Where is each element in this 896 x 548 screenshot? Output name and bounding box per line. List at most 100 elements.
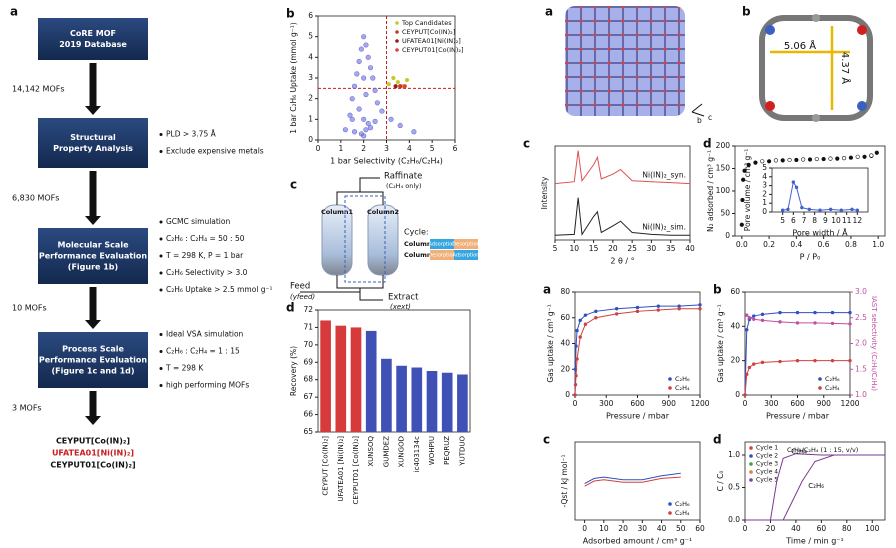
y-axis-label: Pore volume / cm³ g⁻¹ bbox=[743, 149, 752, 231]
data-point bbox=[766, 159, 772, 164]
x-tick-label: 2 bbox=[361, 144, 366, 153]
x-tick-label: 5 bbox=[780, 216, 785, 225]
x-tick-label: 0.4 bbox=[790, 240, 802, 249]
data-point bbox=[393, 84, 398, 89]
extract: Extract bbox=[388, 293, 419, 303]
y-tick-label: 6 bbox=[308, 11, 313, 20]
data-point bbox=[753, 160, 758, 165]
box-text: CoRE MOF bbox=[70, 29, 116, 38]
data-line bbox=[746, 314, 851, 325]
y-tick-label: 4 bbox=[308, 52, 313, 61]
bullet bbox=[159, 254, 163, 258]
x-tick-label: 1200 bbox=[840, 399, 859, 408]
data-point bbox=[351, 83, 358, 89]
x-tick-label: 0 bbox=[743, 399, 748, 408]
x-tick-label: 300 bbox=[599, 399, 614, 408]
bullet bbox=[159, 384, 163, 387]
legend-marker bbox=[749, 478, 753, 482]
y-tick-label: 0 bbox=[762, 207, 767, 216]
y-tick-label: 0.0 bbox=[728, 515, 740, 524]
criterion: C₂H₆ Uptake > 2.5 mmol g⁻¹ bbox=[166, 285, 273, 294]
data-point bbox=[372, 118, 378, 124]
x-tick-label: XUNGOD bbox=[398, 436, 406, 467]
data-line bbox=[744, 312, 850, 396]
legend-marker bbox=[395, 30, 399, 34]
panel-label: d bbox=[713, 433, 722, 447]
data-point bbox=[787, 157, 792, 163]
data-point bbox=[391, 75, 396, 81]
x-tick-label: CEYPUT [Co(IN)₂] bbox=[322, 436, 330, 496]
y2-axis-label: IAST selectivity (C₂H₆/C₂H₄) bbox=[870, 296, 878, 391]
y2-tick-label: 1.5 bbox=[855, 364, 867, 373]
x-tick-label: 0 bbox=[582, 524, 587, 533]
data-point bbox=[349, 96, 355, 102]
x-tick-label: 10 bbox=[831, 216, 841, 225]
box-text: Property Analysis bbox=[53, 144, 133, 153]
flow-arrowhead bbox=[85, 416, 101, 425]
x-tick-label: CEYPUT01 [Co(IN)₂] bbox=[352, 436, 360, 505]
y-tick-label: 100 bbox=[716, 186, 731, 195]
legend-label: C₂H₄ bbox=[825, 384, 840, 392]
y-axis-label: 1 bar C₂H₆ Uptake (mmol g⁻¹) bbox=[289, 22, 298, 133]
x-tick-label: 40 bbox=[685, 244, 695, 253]
cycle-step bbox=[430, 239, 454, 249]
data-point bbox=[397, 122, 403, 129]
data-point bbox=[367, 124, 374, 131]
legend-label: C₂H₄ bbox=[675, 509, 690, 517]
legend-marker bbox=[395, 39, 399, 43]
x-tick-label: 900 bbox=[662, 399, 677, 408]
data-point bbox=[807, 157, 813, 162]
x-axis-label: Pressure / mbar bbox=[606, 412, 670, 421]
criterion: C₂H₆ Selectivity > 3.0 bbox=[166, 268, 248, 277]
data-line bbox=[574, 304, 701, 396]
x-tick-label: 15 bbox=[589, 244, 599, 253]
panel-label: d bbox=[703, 137, 712, 151]
x-axis-label: Pore width / Å bbox=[792, 227, 848, 238]
x-tick-label: 1 bbox=[338, 144, 343, 153]
x-tick-label: 11 bbox=[842, 216, 852, 225]
x-tick-label: 0.8 bbox=[845, 240, 857, 249]
mof-count: 14,142 MOFs bbox=[12, 85, 65, 94]
cycle-row: Column2 bbox=[404, 251, 436, 259]
cycle-step-label: Desorption bbox=[452, 242, 479, 248]
distance-label: 4.37 Å bbox=[839, 52, 852, 84]
y-axis-label: N₂ adsorbed / cm³ g⁻¹ bbox=[706, 150, 715, 232]
y-tick-label: 67 bbox=[303, 392, 313, 401]
axis-label: c bbox=[708, 113, 712, 122]
data-point bbox=[372, 87, 378, 93]
y-tick-label: 0 bbox=[725, 231, 730, 240]
bullet bbox=[159, 220, 163, 224]
curve-label: Ni(IN)₂_sim. bbox=[642, 222, 686, 231]
x-tick-label: 600 bbox=[630, 399, 645, 408]
panel-label: c bbox=[523, 137, 530, 151]
data-point bbox=[349, 116, 355, 122]
y-axis-label: Gas uptake / cm³ g⁻¹ bbox=[716, 304, 725, 382]
dashed-loop bbox=[344, 195, 386, 283]
y-tick-label: 0 bbox=[308, 135, 313, 144]
y2-tick-label: 3.0 bbox=[855, 287, 867, 296]
feed-note: (yfeed) bbox=[290, 293, 315, 301]
legend-label: C₂H₄ bbox=[675, 384, 690, 392]
x-tick-label: 0 bbox=[743, 524, 748, 533]
box-text: Molecular Scale bbox=[57, 241, 129, 250]
legend-label: Cycle 2 bbox=[756, 453, 778, 460]
data-point bbox=[370, 75, 376, 81]
x-tick-label: 25 bbox=[627, 244, 637, 253]
x-tick-label: 20 bbox=[608, 244, 618, 253]
y-tick-label: 5 bbox=[762, 163, 767, 172]
data-point bbox=[760, 159, 765, 164]
criterion: C₂H₆ : C₂H₄ = 50 : 50 bbox=[166, 234, 245, 243]
x-tick-label: 1.0 bbox=[872, 240, 884, 249]
mof-count: 3 MOFs bbox=[12, 404, 42, 413]
data-point bbox=[358, 46, 364, 52]
data-point bbox=[395, 80, 401, 85]
legend-marker bbox=[818, 386, 822, 390]
data-point bbox=[361, 116, 367, 122]
x-axis-label: Time / min g⁻¹ bbox=[785, 537, 844, 546]
bar bbox=[320, 320, 331, 432]
legend-marker bbox=[668, 386, 672, 390]
legend-label: CEYPUT[Co(IN)₂] bbox=[402, 28, 455, 36]
y-tick-label: 4 bbox=[762, 172, 767, 181]
x-axis-label: Pressure / mbar bbox=[766, 412, 830, 421]
data-point bbox=[739, 222, 744, 227]
